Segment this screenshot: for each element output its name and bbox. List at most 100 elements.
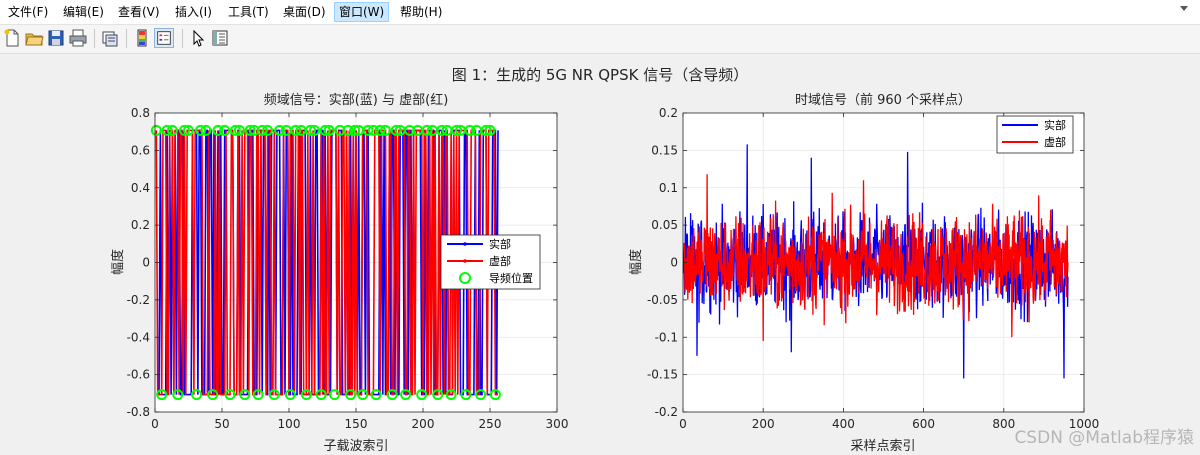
pilot-marker xyxy=(400,389,412,401)
pilot-marker xyxy=(239,389,251,401)
axes1-ytick-label: -0.4 xyxy=(127,330,150,344)
axes1-xtick-label: 50 xyxy=(214,417,229,431)
menu-window[interactable]: 窗口(W) xyxy=(334,2,390,22)
pilot-marker xyxy=(274,124,286,136)
axes1-xtick-label: 0 xyxy=(151,417,159,431)
pointer-icon[interactable] xyxy=(188,28,208,48)
legend1-pilot-label: 导频位置 xyxy=(489,271,533,285)
axes2-ytick-label: -0.15 xyxy=(647,368,678,382)
pilot-marker xyxy=(252,389,264,401)
axes2-ytick-label: -0.1 xyxy=(655,330,678,344)
pilot-marker xyxy=(290,124,302,136)
axes2-legend[interactable]: 实部 虚部 xyxy=(996,115,1074,154)
pilot-marker xyxy=(191,389,203,401)
new-figure-icon[interactable] xyxy=(2,28,22,48)
colorbar-icon[interactable] xyxy=(132,28,152,48)
menu-tools[interactable]: 工具(T) xyxy=(228,5,269,19)
link-plot-icon[interactable] xyxy=(100,28,120,48)
legend1-real-marker xyxy=(463,242,467,246)
pilot-marker xyxy=(315,389,327,401)
pilot-marker xyxy=(229,124,241,136)
axes1-ytick-label: 0.8 xyxy=(131,106,150,120)
csdn-watermark: CSDN @Matlab程序猿 xyxy=(1014,428,1194,448)
legend1-real-label: 实部 xyxy=(489,237,511,251)
pilot-marker xyxy=(432,389,444,401)
pilot-marker xyxy=(244,124,256,136)
pilot-marker xyxy=(386,389,398,401)
print-icon[interactable] xyxy=(68,28,88,48)
menu-file[interactable]: 文件(F) xyxy=(8,5,49,19)
legend2-real-label: 实部 xyxy=(1044,118,1066,132)
pilot-marker xyxy=(219,124,231,136)
pilot-marker xyxy=(367,124,379,136)
axes2-ticks: 0 200 400 600 800 1000 0.2 0.15 0.1 0.05 0 -0.05 -0.… xyxy=(647,106,1099,431)
menu-edit[interactable]: 编辑(E) xyxy=(63,5,104,19)
axes1-ytick-label: -0.8 xyxy=(127,405,150,419)
axes1-ylabel: 幅度 xyxy=(110,249,126,275)
pilot-marker xyxy=(357,389,369,401)
axes1-ytick-label: 0.4 xyxy=(131,181,150,195)
pilot-marker xyxy=(172,389,184,401)
pilot-marker xyxy=(195,124,207,136)
pilot-marker xyxy=(212,124,224,136)
axes2-xtick-label: 1000 xyxy=(1069,417,1100,431)
pilot-marker xyxy=(416,389,428,401)
pilot-marker xyxy=(489,389,501,401)
axes2-ytick-label: 0.1 xyxy=(659,181,678,195)
toolbar-separator xyxy=(126,29,127,48)
axes2-ylabel: 幅度 xyxy=(628,249,644,275)
pilot-marker xyxy=(421,124,433,136)
axes-frequency-domain[interactable]: 0 50 100 150 200 250 300 0.8 0.6 0.4 0.2 0 -0.2 -0.4 -… xyxy=(110,92,568,454)
pilot-marker xyxy=(379,124,391,136)
save-icon[interactable] xyxy=(46,28,66,48)
menu-desktop[interactable]: 桌面(D) xyxy=(283,5,326,19)
axes1-ytick-label: 0.6 xyxy=(131,143,150,157)
pilot-marker xyxy=(445,389,457,401)
open-file-icon[interactable] xyxy=(24,28,44,48)
axes2-xtick-label: 400 xyxy=(832,417,855,431)
axes1-ytick-label: -0.2 xyxy=(127,293,150,307)
axes1-ytick-label: 0.2 xyxy=(131,218,150,232)
menu-view[interactable]: 查看(V) xyxy=(118,5,160,19)
pilot-marker xyxy=(308,124,320,136)
axes2-ytick-label: -0.2 xyxy=(655,405,678,419)
axes1-ticks: 0 50 100 150 200 250 300 0.8 0.6 0.4 0.2 0 -0.2 -0.4 -… xyxy=(127,106,569,431)
pilot-marker xyxy=(233,124,245,136)
axes-time-domain[interactable]: 0 200 400 600 800 1000 0.2 0.15 0.1 0.05 0 -0.05 -0.… xyxy=(628,92,1099,454)
menu-insert[interactable]: 插入(I) xyxy=(175,5,212,19)
pilot-marker xyxy=(329,389,341,401)
pilot-marker xyxy=(362,124,374,136)
pilot-marker xyxy=(200,124,212,136)
pilot-marker xyxy=(374,124,386,136)
pilot-marker xyxy=(207,389,219,401)
pilot-marker xyxy=(342,124,354,136)
pilot-marker xyxy=(436,124,448,136)
pilot-marker xyxy=(304,124,316,136)
legend2-imag-label: 虚部 xyxy=(1044,135,1066,149)
toolbar-separator xyxy=(94,29,95,48)
pilot-marker xyxy=(349,124,361,136)
pilot-marker xyxy=(390,124,402,136)
pilot-marker xyxy=(323,124,335,136)
axes2-ytick-label: 0 xyxy=(670,256,678,270)
legend2-box xyxy=(996,115,1074,154)
pilot-marker xyxy=(150,124,162,136)
legend1-imag-label: 虚部 xyxy=(489,254,511,268)
legend-icon[interactable] xyxy=(154,28,174,48)
chevron-down-icon[interactable] xyxy=(1180,6,1188,11)
menu-help[interactable]: 帮助(H) xyxy=(400,5,443,19)
axes1-xtick-label: 250 xyxy=(479,417,502,431)
pilot-marker xyxy=(460,389,472,401)
pilot-marker xyxy=(268,389,280,401)
axes2-xtick-label: 200 xyxy=(752,417,775,431)
pilot-marker xyxy=(480,124,492,136)
axes1-data xyxy=(150,124,501,401)
property-inspector-icon[interactable] xyxy=(210,28,230,48)
axes1-legend[interactable]: 实部 虚部 导频位置 xyxy=(440,234,541,290)
pilot-marker xyxy=(256,124,268,136)
axes1-xlabel: 子载波索引 xyxy=(323,439,388,454)
toolbar-separator xyxy=(182,29,183,48)
pilot-marker xyxy=(178,124,190,136)
pilot-marker xyxy=(319,124,331,136)
axes1-title: 频域信号：实部(蓝) 与 虚部(红) xyxy=(264,92,449,108)
